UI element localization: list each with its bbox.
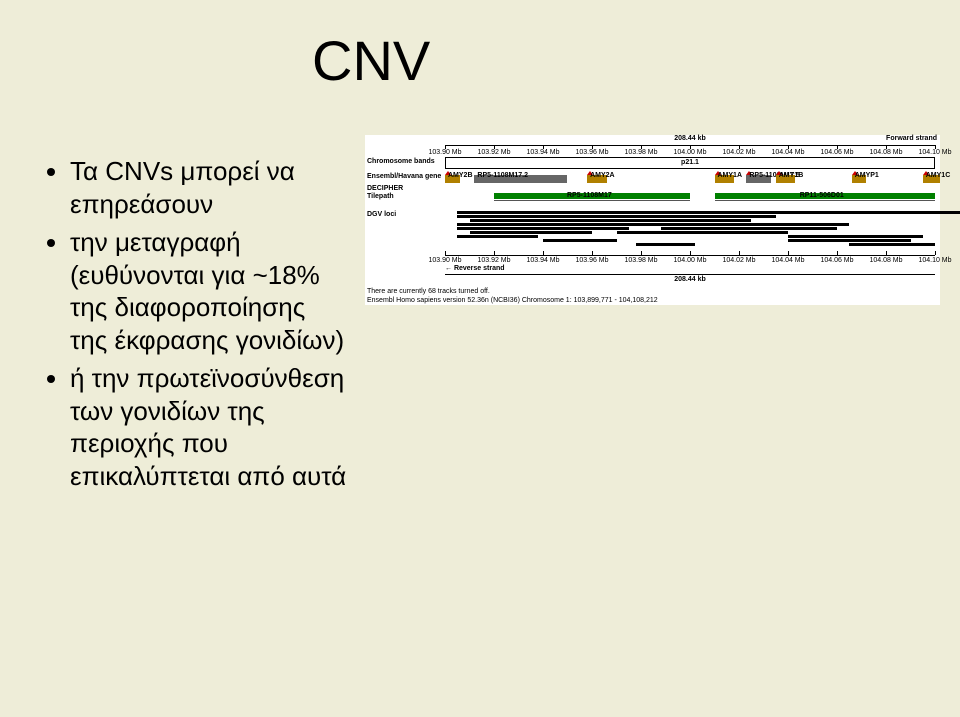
gene-label: AMY1C <box>926 172 951 179</box>
axis-tick-label: 104.06 Mb <box>820 149 853 156</box>
dgv-locus <box>470 219 752 222</box>
axis-tick-label: 104.04 Mb <box>771 149 804 156</box>
axis-tick-label: 103.92 Mb <box>477 149 510 156</box>
track-label: DGV loci <box>367 211 396 218</box>
axis-tick <box>690 251 691 255</box>
dgv-locus <box>636 243 695 246</box>
dgv-locus <box>470 231 593 234</box>
list-item: Τα CNVs μπορεί να επηρεάσουν <box>70 155 348 220</box>
tilepath-underline <box>494 200 690 201</box>
axis-tick <box>935 251 936 255</box>
axis-tick <box>592 251 593 255</box>
dgv-locus <box>457 227 629 230</box>
axis-tick-label: 104.00 Mb <box>673 149 706 156</box>
axis-tick-label: 103.92 Mb <box>477 257 510 264</box>
gene-label: AMY1A <box>718 172 743 179</box>
tilepath-underline <box>715 200 936 201</box>
page-title: CNV <box>312 28 430 93</box>
dgv-locus <box>788 239 911 242</box>
forward-strand-label: Forward strand <box>886 135 937 142</box>
axis-tick-label: 104.00 Mb <box>673 257 706 264</box>
track-label: Chromosome bands <box>367 158 435 165</box>
track-label: Tilepath <box>367 193 394 200</box>
list-item: ή την πρωτεϊνοσύνθεση των γονιδίων της π… <box>70 362 348 492</box>
axis-tick-label: 104.04 Mb <box>771 257 804 264</box>
chrom-band-name: p21.1 <box>681 159 699 166</box>
axis-tick <box>886 251 887 255</box>
axis-tick-label: 104.10 Mb <box>918 257 951 264</box>
axis-tick-label: 103.98 Mb <box>624 149 657 156</box>
dgv-locus <box>457 211 959 214</box>
axis-tick-label: 103.96 Mb <box>575 257 608 264</box>
dgv-locus <box>788 235 923 238</box>
footer-line: Ensembl Homo sapiens version 52.36n (NCB… <box>365 296 940 305</box>
list-item: την μεταγραφή (ευθύνονται για ~18% της δ… <box>70 226 348 356</box>
gene-label: AMY2A <box>590 172 615 179</box>
axis-tick-label: 103.90 Mb <box>428 149 461 156</box>
dgv-locus <box>457 235 538 238</box>
gene-label: RP5-1108M17.2 <box>477 172 528 179</box>
axis-tick-label: 103.90 Mb <box>428 257 461 264</box>
axis-tick-label: 103.94 Mb <box>526 149 559 156</box>
dgv-locus <box>849 243 935 246</box>
track-label: Ensembl/Havana gene <box>367 173 441 180</box>
dgv-locus <box>661 227 837 230</box>
track-label: DECIPHER <box>367 185 403 192</box>
reverse-strand-label: ← Reverse strand <box>445 265 505 272</box>
axis-tick-label: 104.08 Mb <box>869 149 902 156</box>
axis-tick <box>739 251 740 255</box>
span-label: 208.44 kb <box>674 135 706 142</box>
dgv-locus <box>457 223 690 226</box>
dgv-locus <box>457 215 776 218</box>
axis-tick-label: 104.06 Mb <box>820 257 853 264</box>
axis-tick <box>494 251 495 255</box>
axis-tick-label: 104.02 Mb <box>722 149 755 156</box>
axis-line <box>445 274 935 275</box>
axis-tick <box>543 251 544 255</box>
axis-line <box>445 255 935 256</box>
gene-label: AMYP1 <box>855 172 879 179</box>
axis-tick-label: 104.02 Mb <box>722 257 755 264</box>
dgv-locus <box>690 223 849 226</box>
axis-tick-label: 104.10 Mb <box>918 149 951 156</box>
axis-tick-label: 103.98 Mb <box>624 257 657 264</box>
axis-tick <box>641 251 642 255</box>
axis-tick <box>445 251 446 255</box>
footer-line: There are currently 68 tracks turned off… <box>365 287 940 296</box>
dgv-locus <box>617 231 789 234</box>
span-label: 208.44 kb <box>674 276 706 283</box>
gene-label: AMY2B <box>448 172 473 179</box>
axis-tick-label: 104.08 Mb <box>869 257 902 264</box>
gene-label: AMY1B <box>779 172 804 179</box>
genome-browser: 208.44 kb Forward strand 103.90 Mb 103.92 M… <box>365 135 940 305</box>
dgv-locus <box>543 239 617 242</box>
tilepath-label: RP11-506D01 <box>800 192 844 199</box>
axis-tick <box>788 251 789 255</box>
axis-tick-label: 103.94 Mb <box>526 257 559 264</box>
tilepath-label: RP5-1108M17 <box>567 192 612 199</box>
axis-tick-label: 103.96 Mb <box>575 149 608 156</box>
axis-tick <box>837 251 838 255</box>
bullet-list: Τα CNVs μπορεί να επηρεάσουν την μεταγρα… <box>48 155 348 498</box>
